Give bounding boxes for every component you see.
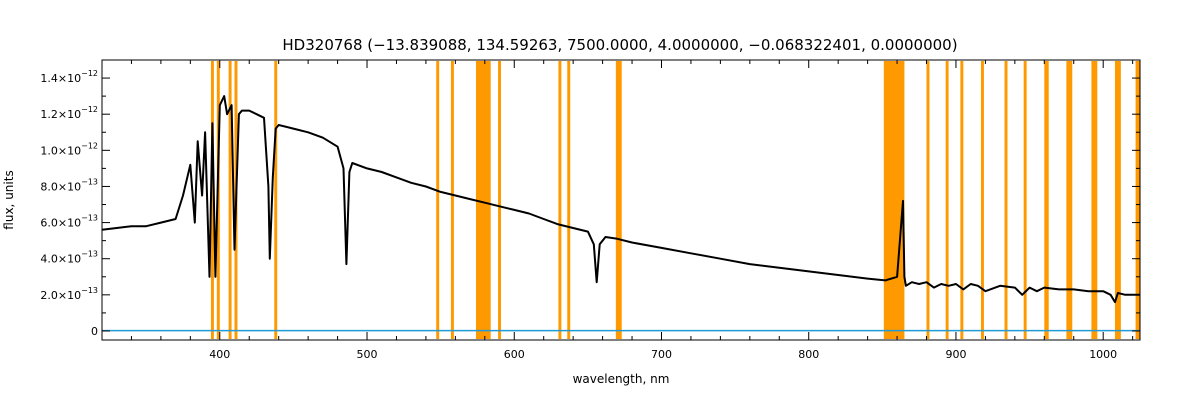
y-tick-label: 1.4×10−12 [40, 69, 98, 85]
x-tick-label-800: 800 [798, 348, 819, 361]
masked-band-8 [498, 61, 502, 339]
masked-band-4 [274, 61, 278, 339]
masked-band-11 [615, 61, 622, 339]
chart-title: HD320768 (−13.839088, 134.59263, 7500.00… [282, 36, 957, 54]
y-tick-label: 8.0×10−13 [40, 177, 98, 193]
x-tick-label-400: 400 [209, 348, 230, 361]
masked-band-14 [945, 61, 949, 339]
y-tick-label: 1.0×10−12 [40, 141, 98, 157]
x-tick-label-1000: 1000 [1089, 348, 1117, 361]
y-tick-label: 1.2×10−12 [40, 105, 98, 121]
y-tick-label: 2.0×10−13 [40, 286, 98, 302]
masked-band-16 [980, 61, 984, 339]
x-tick-label-500: 500 [357, 348, 378, 361]
series-layer [101, 95, 1140, 332]
masked-band-15 [960, 61, 964, 339]
masked-band-2 [228, 61, 232, 339]
masked-band-7 [475, 61, 491, 339]
masked-band-23 [1135, 61, 1140, 339]
masked-bands [210, 61, 1140, 339]
masked-band-17 [1004, 61, 1008, 339]
y-axis-label: flux, units [2, 170, 16, 229]
axis-ticks: 400 500 600 700 800 900 1000 0 2.0×10−13 4.0×10−1… [40, 59, 1140, 361]
masked-band-9 [558, 61, 562, 339]
y-tick-label: 0 [91, 325, 98, 338]
masked-band-18 [1023, 61, 1027, 339]
x-tick-label-600: 600 [504, 348, 525, 361]
masked-band-21 [1091, 61, 1098, 339]
masked-band-0 [210, 61, 214, 339]
y-tick-label: 6.0×10−13 [40, 214, 98, 230]
masked-band-5 [436, 61, 440, 339]
masked-band-19 [1044, 61, 1049, 339]
x-tick-label-700: 700 [651, 348, 672, 361]
masked-band-13 [926, 61, 930, 339]
y-tick-label: 4.0×10−13 [40, 250, 98, 266]
x-tick-label-900: 900 [945, 348, 966, 361]
plot-frame [101, 59, 1141, 341]
masked-band-10 [567, 61, 571, 339]
masked-band-20 [1066, 61, 1073, 339]
masked-band-6 [450, 61, 454, 339]
x-axis-label: wavelength, nm [573, 372, 670, 386]
flux-series-line [101, 95, 1140, 304]
masked-band-22 [1114, 61, 1121, 339]
masked-band-12 [883, 61, 905, 339]
